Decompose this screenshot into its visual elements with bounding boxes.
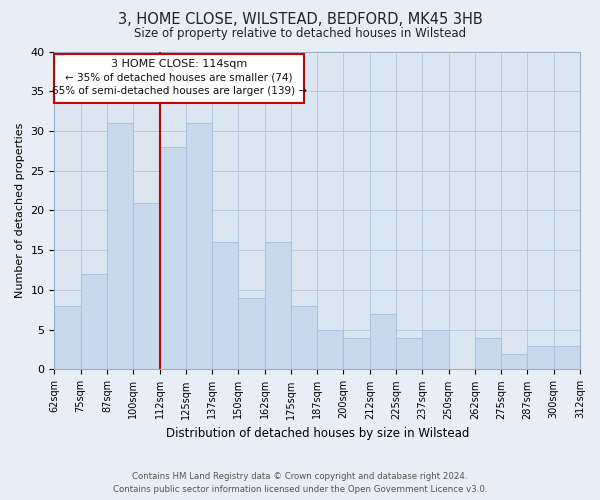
Bar	[186, 123, 212, 370]
Bar	[317, 330, 343, 370]
Text: Size of property relative to detached houses in Wilstead: Size of property relative to detached ho…	[134, 28, 466, 40]
Bar	[160, 147, 186, 370]
Bar	[343, 338, 370, 370]
Bar	[133, 202, 160, 370]
Text: 65% of semi-detached houses are larger (139) →: 65% of semi-detached houses are larger (…	[52, 86, 307, 97]
Y-axis label: Number of detached properties: Number of detached properties	[15, 123, 25, 298]
FancyBboxPatch shape	[55, 54, 304, 103]
Text: 3 HOME CLOSE: 114sqm: 3 HOME CLOSE: 114sqm	[111, 58, 247, 68]
Bar	[554, 346, 580, 370]
Bar	[55, 306, 80, 370]
Bar	[527, 346, 554, 370]
Bar	[475, 338, 501, 370]
Bar	[212, 242, 238, 370]
Bar	[238, 298, 265, 370]
Bar	[291, 306, 317, 370]
Bar	[370, 314, 396, 370]
Text: ← 35% of detached houses are smaller (74): ← 35% of detached houses are smaller (74…	[65, 73, 293, 83]
Bar	[107, 123, 133, 370]
Bar	[501, 354, 527, 370]
X-axis label: Distribution of detached houses by size in Wilstead: Distribution of detached houses by size …	[166, 427, 469, 440]
Text: 3, HOME CLOSE, WILSTEAD, BEDFORD, MK45 3HB: 3, HOME CLOSE, WILSTEAD, BEDFORD, MK45 3…	[118, 12, 482, 28]
Bar	[80, 274, 107, 370]
Bar	[265, 242, 291, 370]
Bar	[396, 338, 422, 370]
Bar	[422, 330, 449, 370]
Text: Contains HM Land Registry data © Crown copyright and database right 2024.
Contai: Contains HM Land Registry data © Crown c…	[113, 472, 487, 494]
